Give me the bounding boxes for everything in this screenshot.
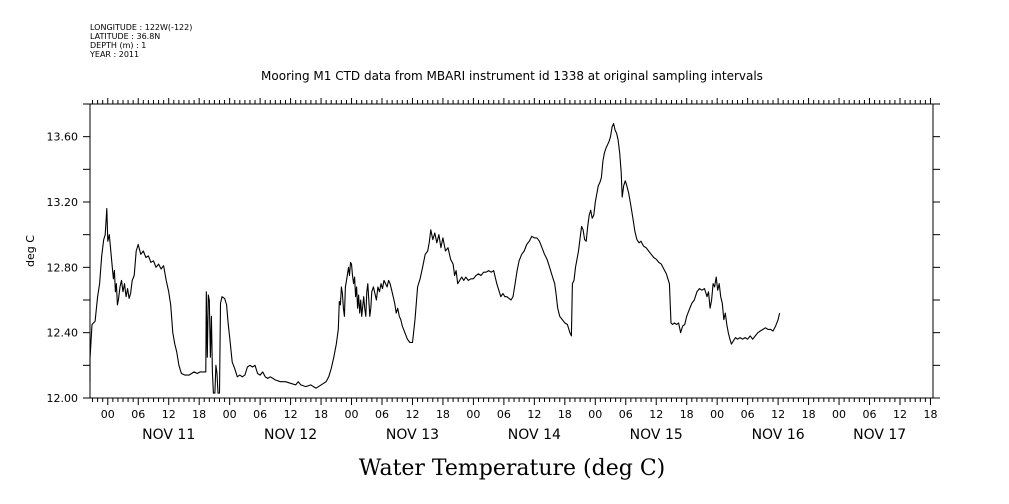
x-tick-label: 12 bbox=[649, 408, 663, 421]
x-tick-label: 12 bbox=[527, 408, 541, 421]
x-axis-title: Water Temperature (deg C) bbox=[359, 456, 666, 481]
x-tick-label: 06 bbox=[497, 408, 511, 421]
day-label: NOV 16 bbox=[752, 427, 805, 443]
meta-latitude: LATITUDE : 36.8N bbox=[90, 32, 160, 41]
x-tick-label: 00 bbox=[101, 408, 115, 421]
y-tick-label: 12.00 bbox=[47, 392, 79, 405]
x-tick-label: 12 bbox=[405, 408, 419, 421]
chart-title: Mooring M1 CTD data from MBARI instrumen… bbox=[261, 69, 763, 83]
series-layer bbox=[89, 123, 781, 394]
x-tick-label: 12 bbox=[771, 408, 785, 421]
x-tick-label: 06 bbox=[863, 408, 877, 421]
day-label: NOV 17 bbox=[853, 427, 906, 443]
x-tick-label: 18 bbox=[192, 408, 206, 421]
day-label: NOV 11 bbox=[142, 427, 195, 443]
day-label: NOV 12 bbox=[264, 427, 317, 443]
day-label: NOV 14 bbox=[508, 427, 561, 443]
metadata-block: LONGITUDE : 122W(-122) LATITUDE : 36.8N … bbox=[89, 23, 192, 59]
plot-frame bbox=[89, 103, 934, 399]
x-tick-label: 00 bbox=[832, 408, 846, 421]
x-tick-label: 18 bbox=[314, 408, 328, 421]
y-tick-label: 12.40 bbox=[47, 327, 79, 340]
x-tick-label: 18 bbox=[802, 408, 816, 421]
x-tick-label: 18 bbox=[680, 408, 694, 421]
x-tick-label: 00 bbox=[466, 408, 480, 421]
x-tick-label: 00 bbox=[588, 408, 602, 421]
meta-longitude: LONGITUDE : 122W(-122) bbox=[90, 23, 192, 32]
x-tick-label: 18 bbox=[436, 408, 450, 421]
x-tick-label: 00 bbox=[223, 408, 237, 421]
y-axis-label: deg C bbox=[24, 235, 37, 267]
y-axis: 12.00 12.40 12.80 13.20 13.60 bbox=[47, 103, 940, 405]
x-tick-label: 18 bbox=[923, 408, 937, 421]
x-tick-label: 06 bbox=[131, 408, 145, 421]
x-axis: 00 06 12 18 00 06 12 18 00 06 12 18 00 06 12 18 00 06 12 18… bbox=[92, 398, 937, 443]
temperature-series-line bbox=[89, 123, 781, 394]
day-label: NOV 13 bbox=[386, 427, 439, 443]
meta-year: YEAR : 2011 bbox=[89, 50, 139, 59]
x-tick-label: 00 bbox=[710, 408, 724, 421]
x-tick-label: 12 bbox=[893, 408, 907, 421]
y-tick-label: 13.60 bbox=[47, 131, 79, 144]
top-axis bbox=[92, 98, 931, 104]
x-tick-label: 06 bbox=[375, 408, 389, 421]
x-tick-label: 06 bbox=[619, 408, 633, 421]
meta-depth: DEPTH (m) : 1 bbox=[90, 41, 146, 50]
y-tick-label: 12.80 bbox=[47, 261, 79, 274]
x-tick-label: 12 bbox=[284, 408, 298, 421]
x-tick-label: 00 bbox=[345, 408, 359, 421]
y-tick-label: 13.20 bbox=[47, 196, 79, 209]
day-label: NOV 15 bbox=[630, 427, 683, 443]
x-tick-label: 06 bbox=[253, 408, 267, 421]
x-tick-label: 06 bbox=[741, 408, 755, 421]
x-tick-label: 12 bbox=[162, 408, 176, 421]
x-tick-label: 18 bbox=[558, 408, 572, 421]
